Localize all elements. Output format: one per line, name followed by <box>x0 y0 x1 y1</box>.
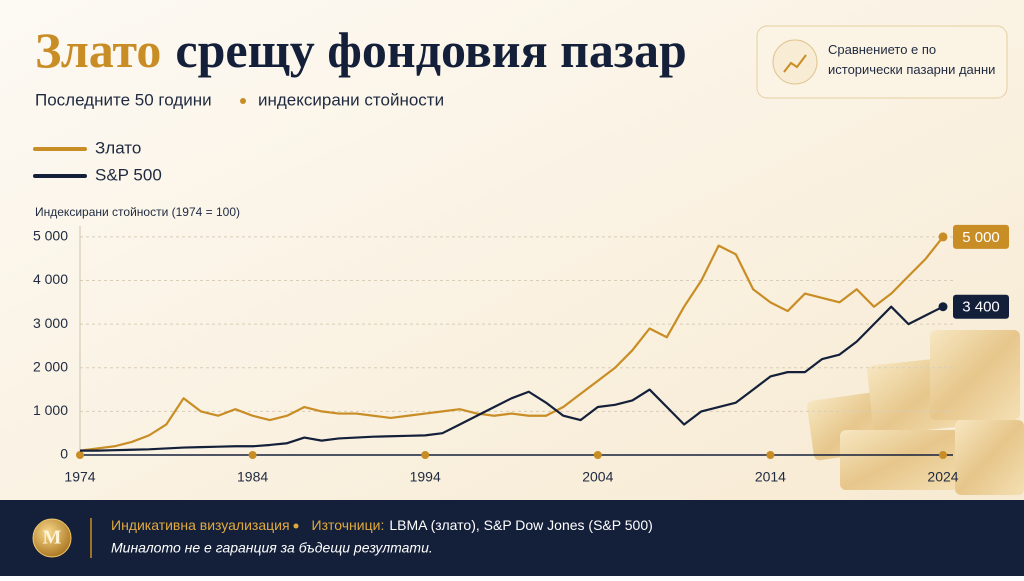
end-point <box>938 232 948 242</box>
footer-note: Индикативна визуализация <box>111 517 290 533</box>
footer-dot <box>293 523 299 529</box>
title-main: срещу фондовия пазар <box>175 22 686 78</box>
end-label: 5 000 <box>962 229 1000 246</box>
x-tick <box>593 451 602 459</box>
logo-letter: M <box>43 527 62 549</box>
x-tick <box>766 451 775 459</box>
footer <box>0 500 1024 576</box>
footer-line: Индикативна визуализация Източници: LBMA (… <box>111 517 653 533</box>
title-highlight: Злато <box>35 22 161 78</box>
y-tick-label: 5 000 <box>33 228 68 244</box>
footer-sources-label: Източници: <box>312 517 385 533</box>
x-tick-label: 1994 <box>410 469 441 485</box>
x-tick-label: 2004 <box>582 469 613 485</box>
footer-sources: LBMA (злато), S&P Dow Jones (S&P 500) <box>389 517 652 533</box>
series-line <box>79 236 944 452</box>
x-tick-label: 2014 <box>755 469 786 485</box>
series-line <box>80 305 944 452</box>
subtitle: индексирани стойности <box>258 90 444 109</box>
y-axis-label: Индексирани стойности (1974 = 100) <box>35 205 240 219</box>
info-icon <box>772 39 818 85</box>
info-box <box>756 25 1008 99</box>
end-label-box <box>953 224 1009 249</box>
separator-dot <box>240 98 246 104</box>
y-tick-label: 1 000 <box>33 402 68 418</box>
legend-label: S&P 500 <box>95 165 162 184</box>
logo <box>32 518 72 558</box>
y-tick-label: 3 000 <box>33 315 68 331</box>
x-tick-label: 2024 <box>927 469 958 485</box>
end-point <box>938 302 948 312</box>
y-tick-label: 2 000 <box>33 358 68 374</box>
info-text: Сравнението е по исторически пазарни дан… <box>828 42 996 77</box>
x-tick <box>248 451 257 459</box>
end-label-box <box>953 294 1009 319</box>
y-tick-label: 0 <box>60 446 68 462</box>
info-text-box: Сравнението е по исторически пазарни дан… <box>828 42 996 77</box>
plot: 0 1 000 2 000 3 000 4 000 5 000 1974 1984 1994 20… <box>33 224 1009 485</box>
info-icon-glyph <box>783 54 807 73</box>
end-label: 3 400 <box>962 299 1000 316</box>
x-tick-label: 1984 <box>237 469 268 485</box>
x-tick <box>421 451 430 459</box>
legend-label: Злато <box>95 138 141 157</box>
y-tick-label: 4 000 <box>33 271 68 287</box>
footer-disclaimer: Миналото не е гаранция за бъдещи резулта… <box>111 540 433 556</box>
x-tick <box>76 451 84 459</box>
gold-bars-decoration <box>807 330 1024 495</box>
subtitle: Последните 50 години <box>35 90 212 109</box>
title: Злато срещу фондовия пазар <box>35 22 687 78</box>
x-tick-label: 1974 <box>64 469 95 485</box>
x-tick <box>939 451 947 459</box>
